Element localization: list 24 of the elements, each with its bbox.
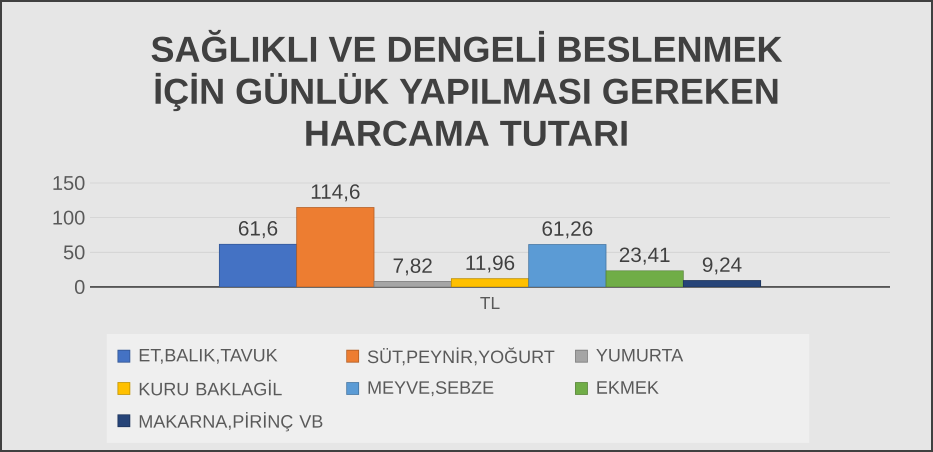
y-tick-label: 50 xyxy=(64,245,84,260)
legend-label: MEYVE,SEBZE xyxy=(368,381,494,396)
data-label: 9,24 xyxy=(702,257,742,274)
legend-label: MAKARNA,PİRİNÇ VB xyxy=(140,412,322,432)
bar xyxy=(374,281,452,287)
data-label: 11,96 xyxy=(466,255,514,273)
bar xyxy=(218,244,298,287)
legend-label: KURU BAKLAGİL xyxy=(140,380,282,396)
y-tick-label: 100 xyxy=(53,210,84,225)
data-label: 61,6 xyxy=(238,221,278,238)
legend-label: SÜT,PEYNİR,YOĞURT xyxy=(368,347,554,366)
legend-label: EKMEK xyxy=(597,381,659,394)
legend-label: ET,BALIK,TAVUK xyxy=(140,349,278,364)
data-label: 114,6 xyxy=(312,184,360,202)
data-label: 61,26 xyxy=(542,221,592,238)
data-label: 7,82 xyxy=(394,258,432,276)
y-tick-label: 0 xyxy=(74,280,85,294)
x-tick-label: TL xyxy=(480,297,500,309)
chart-title: SAĞLIKLI VE DENGELİ BESLENMEK İÇİN GÜNLÜK YAPILMASI GEREKEN HARCAMA TUTARI xyxy=(152,30,782,146)
bar xyxy=(606,270,684,287)
bar xyxy=(682,280,762,287)
legend-label: YUMURTA xyxy=(596,349,684,362)
data-label: 23,41 xyxy=(620,248,670,265)
y-tick-label: 150 xyxy=(53,176,84,190)
